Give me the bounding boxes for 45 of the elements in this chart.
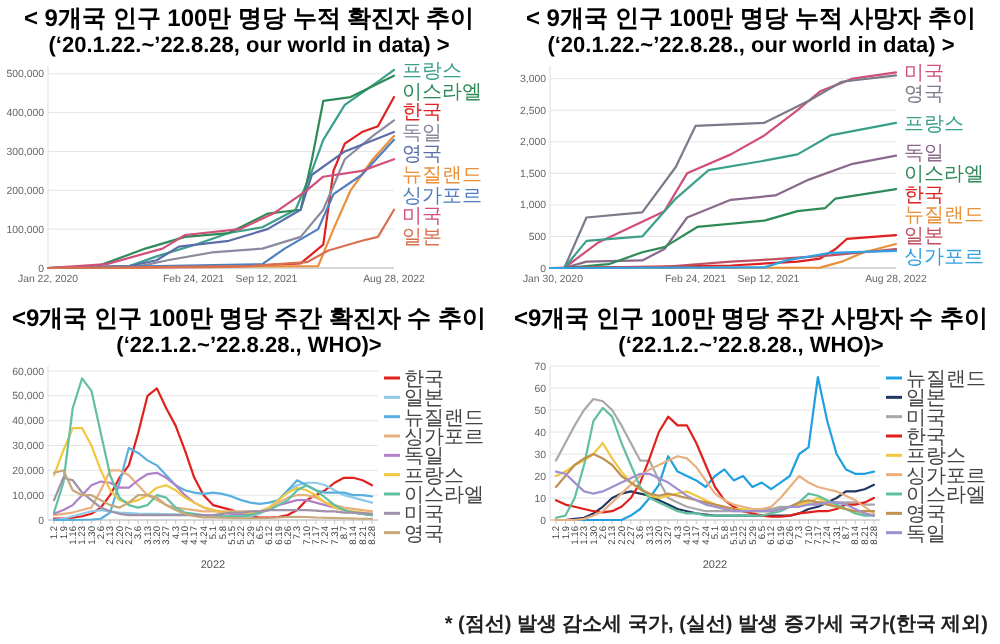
legend-label: 미국 (906, 407, 946, 430)
text: 미국 (402, 206, 442, 229)
legend-label: 싱가포르 (906, 465, 986, 488)
series-label: 프랑스 (402, 60, 462, 83)
chart-subtitle: (‘20.1.22.~’22.8.28, our world in data) > (48, 34, 450, 58)
chart-subtitle: (‘20.1.22.~’22.8.28., our world in data) > (547, 34, 955, 58)
chart-title: <9개국 인구 100만 명당 주간 사망자 수 추이 (513, 304, 989, 332)
series-label: 싱가포르 (402, 185, 482, 208)
legend-label: 일본 (404, 388, 444, 411)
chart-title: < 9개국 인구 100만 명당 누적 확진자 추이 (23, 4, 475, 32)
series-label: 싱가포르 (904, 247, 984, 269)
chart-subtitle: (‘22.1.2.~’22.8.28., WHO)> (116, 334, 382, 358)
series-label: 뉴질랜드 (402, 164, 482, 187)
legend-label: 프랑스 (404, 465, 464, 488)
legend-label: 일본 (906, 388, 946, 411)
legend-label: 영국 (404, 523, 444, 546)
series-label: 미국 (904, 63, 944, 86)
series-label: 이스라엘 (904, 163, 984, 186)
legend-label: 한국 (404, 369, 444, 391)
series-label: 한국 (402, 102, 442, 125)
chart-title: < 9개국 인구 100만 명당 누적 사망자 추이 (525, 4, 977, 32)
legend-label: 한국 (906, 427, 946, 449)
legend-label: 독일 (404, 446, 444, 469)
legend-label: 독일 (906, 523, 946, 546)
series-label: 독일 (402, 123, 442, 146)
series-label: 영국 (402, 144, 442, 167)
series-label: 프랑스 (904, 113, 964, 136)
series-label: 독일 (904, 143, 944, 165)
text: * (점선) 발생 감소세 국가, (실선) 발생 증가세 국가(한국 제외) (444, 614, 988, 636)
legend-label: 프랑스 (906, 446, 966, 469)
chart-title: <9개국 인구 100만 명당 주간 확진자 수 추이 (11, 304, 487, 332)
legend-label: 미국 (404, 504, 444, 527)
legend-label: 영국 (906, 504, 946, 527)
series-label: 한국 (904, 184, 944, 207)
series-label: 일본 (904, 226, 944, 249)
legend-label: 뉴질랜드 (906, 369, 986, 391)
legend-label: 이스라엘 (906, 485, 986, 507)
series-label: 일본 (402, 227, 442, 250)
legend-label: 뉴질랜드 (404, 407, 484, 430)
legend-label: 싱가포르 (404, 427, 484, 449)
series-label: 뉴질랜드 (904, 205, 984, 228)
series-label: 이스라엘 (402, 81, 482, 104)
series-label: 영국 (904, 84, 944, 107)
chart-subtitle: (‘22.1.2.~’22.8.28., WHO)> (618, 334, 884, 358)
legend-label: 이스라엘 (404, 485, 484, 507)
